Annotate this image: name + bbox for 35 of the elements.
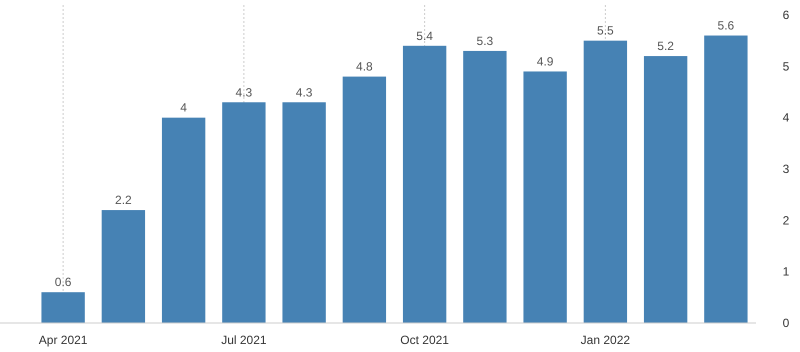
data-label: 5.6 (718, 18, 735, 33)
bar (704, 36, 748, 323)
data-label: 4.8 (356, 60, 374, 74)
data-label: 5.4 (416, 28, 434, 43)
x-tick-label: Jan 2022 (580, 333, 630, 347)
bar (41, 292, 85, 323)
bar (584, 40, 628, 323)
data-label: 2.2 (115, 193, 132, 208)
y-tick-label: 6 (782, 8, 790, 22)
y-tick-label: 0 (782, 316, 790, 330)
bar (402, 46, 446, 323)
bar (463, 50, 507, 323)
data-label: 5.5 (597, 24, 614, 38)
bar (342, 76, 386, 323)
bar (102, 210, 146, 323)
y-tick-label: 3 (782, 162, 790, 176)
y-tick-label: 2 (782, 213, 790, 228)
bar (644, 56, 688, 323)
data-label: 4.9 (536, 54, 554, 68)
y-tick-label: 5 (782, 59, 790, 74)
y-tick-label: 1 (782, 264, 790, 279)
x-tick-label: Oct 2021 (400, 333, 450, 347)
data-label: 4.3 (296, 85, 313, 100)
bar (162, 118, 206, 323)
bar (523, 71, 567, 323)
data-label: 0.6 (54, 275, 72, 290)
x-tick-label: Jul 2021 (221, 333, 267, 347)
x-tick-label: Apr 2021 (38, 333, 88, 347)
data-label: 4 (180, 100, 188, 115)
bar (282, 102, 326, 323)
y-tick-label: 4 (782, 110, 790, 125)
data-label: 5.2 (657, 39, 674, 54)
data-label: 5.3 (476, 34, 494, 48)
data-label: 4.3 (236, 85, 253, 100)
bar (222, 102, 266, 323)
